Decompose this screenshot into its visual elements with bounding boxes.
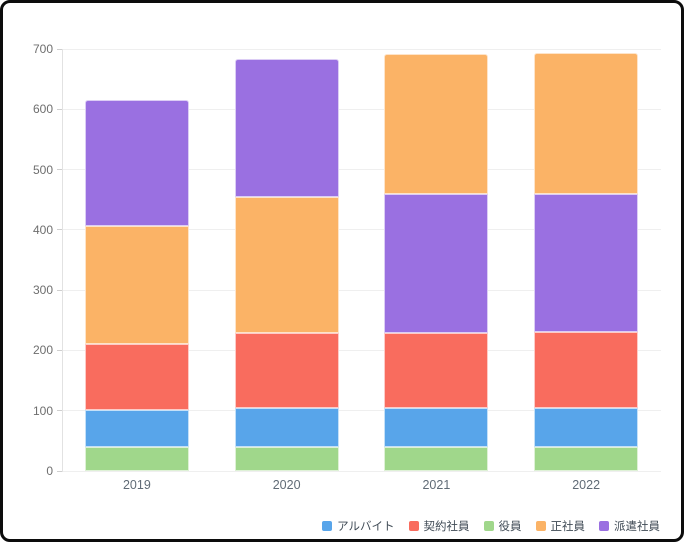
bar-segment[interactable]	[534, 408, 639, 447]
bar-segment[interactable]	[234, 58, 339, 198]
legend-label: 正社員	[550, 521, 586, 533]
legend-item[interactable]: 派遣社員	[599, 518, 660, 534]
y-axis-tick-label: 300	[32, 283, 53, 298]
gridline	[62, 289, 661, 291]
bar-segment[interactable]	[84, 226, 189, 345]
bar-segment[interactable]	[534, 52, 639, 195]
bar-segment[interactable]	[534, 332, 639, 409]
chart-legend: アルバイト 契約社員 役員 正社員 派遣社員	[322, 518, 660, 534]
y-axis-tick-label: 400	[32, 222, 53, 237]
bar-segment[interactable]	[384, 194, 489, 333]
legend-label: 派遣社員	[614, 521, 660, 533]
bar-segment[interactable]	[84, 409, 189, 447]
bar-segment[interactable]	[84, 344, 189, 410]
y-axis-tick-mark	[57, 410, 62, 412]
legend-swatch	[535, 521, 546, 531]
y-axis-tick-label: 600	[32, 102, 53, 117]
bar-2021	[384, 54, 489, 471]
legend-item[interactable]: 契約社員	[408, 518, 470, 534]
bar-segment[interactable]	[384, 408, 489, 447]
bar-2020	[234, 58, 339, 471]
bar-segment[interactable]	[84, 99, 189, 227]
bar-segment[interactable]	[84, 446, 189, 471]
y-axis-tick-mark	[57, 169, 62, 171]
legend-item[interactable]: 役員	[483, 518, 522, 534]
bar-segment[interactable]	[534, 446, 639, 471]
bar-segment[interactable]	[534, 194, 639, 333]
bar-segment[interactable]	[234, 446, 339, 471]
x-axis-label: 2022	[572, 478, 601, 492]
legend-swatch	[408, 521, 419, 531]
gridline	[62, 108, 661, 110]
y-axis-tick-label: 100	[32, 403, 53, 418]
y-axis-tick-mark	[57, 289, 62, 291]
y-axis-tick-label: 500	[32, 162, 53, 177]
gridline	[62, 470, 661, 472]
bar-segment[interactable]	[384, 332, 489, 409]
gridline	[62, 410, 661, 412]
y-axis-tick-mark	[57, 229, 62, 231]
y-axis-tick-mark	[57, 108, 62, 110]
gridline	[62, 169, 661, 171]
bar-segment[interactable]	[234, 332, 339, 408]
bar-2019	[84, 99, 189, 471]
y-axis-tick-label: 700	[32, 42, 53, 56]
bar-segment[interactable]	[384, 446, 489, 471]
legend-swatch	[599, 521, 609, 531]
bar-segment[interactable]	[234, 197, 339, 333]
x-axis-label: 2021	[422, 478, 451, 492]
bar-segment[interactable]	[384, 54, 489, 195]
legend-item[interactable]: アルバイト	[322, 518, 395, 534]
legend-label: 契約社員	[423, 521, 470, 533]
y-axis-line	[62, 49, 63, 472]
gridline	[62, 48, 661, 50]
legend-item[interactable]: 正社員	[535, 518, 586, 534]
legend-swatch	[322, 521, 333, 531]
legend-label: アルバイト	[337, 521, 395, 533]
x-axis-label: 2020	[272, 478, 301, 492]
x-axis-label: 2019	[122, 478, 151, 492]
bar-2022	[534, 52, 639, 471]
gridline	[62, 229, 661, 231]
legend-swatch	[483, 521, 494, 531]
legend-label: 役員	[498, 521, 522, 533]
y-axis-tick-mark	[57, 48, 62, 50]
gridline	[62, 349, 661, 351]
y-axis-tick-label: 0	[46, 464, 53, 478]
y-axis-tick-mark	[57, 349, 62, 351]
y-axis-tick-label: 200	[32, 343, 53, 358]
y-axis-tick-mark	[57, 470, 62, 472]
bar-segment[interactable]	[234, 407, 339, 447]
stacked-bar-chart-plot-area	[62, 48, 661, 472]
